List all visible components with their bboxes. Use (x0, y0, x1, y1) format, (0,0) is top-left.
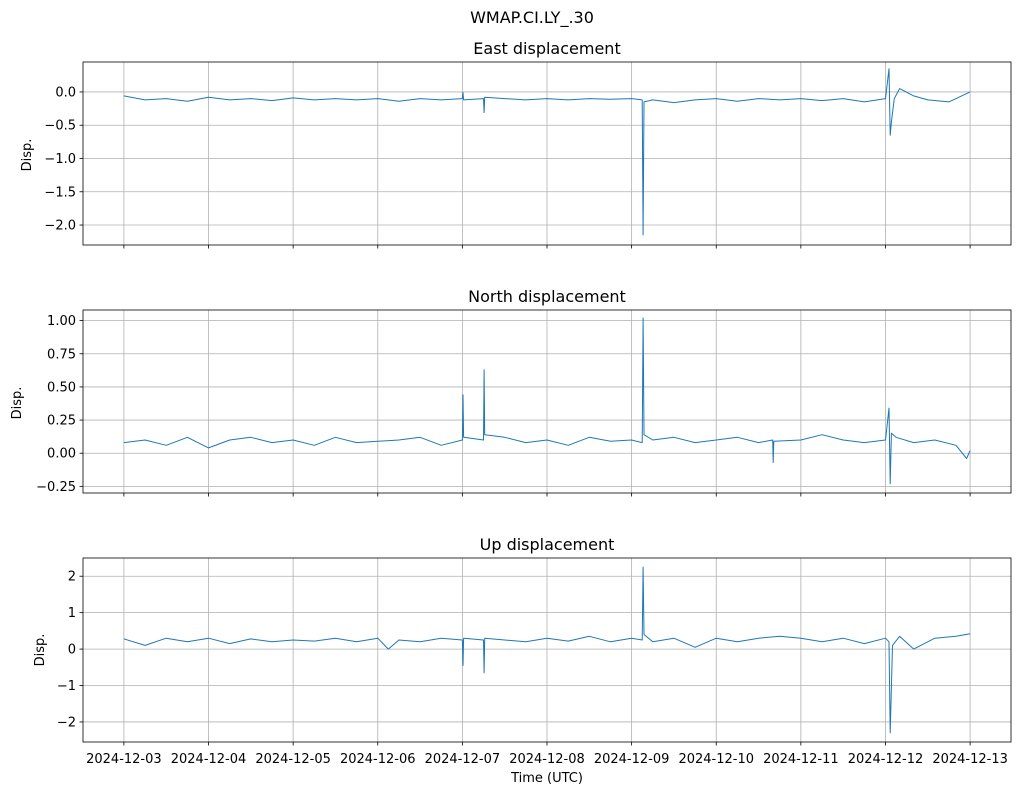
x-tick-label: 2024-12-13 (932, 752, 1008, 767)
y-axis-label: Disp. (20, 139, 35, 172)
series-line (123, 317, 971, 485)
x-tick-label: 2024-12-11 (763, 752, 839, 767)
x-tick-label: 2024-12-12 (848, 752, 924, 767)
y-tick-label: −2 (57, 715, 76, 730)
y-tick-label: 1 (68, 606, 76, 621)
x-tick-label: 2024-12-09 (594, 752, 670, 767)
subplot-up: Up displacement Disp. 2 1 0 −1 −2 2024-12-03 2… (33, 535, 1012, 767)
y-axis-label: Disp. (10, 387, 25, 420)
figure-suptitle: WMAP.CI.LY_.30 (470, 8, 594, 28)
series-line (123, 566, 971, 734)
y-tick-label: −1.5 (44, 185, 76, 200)
subplot-east: East displacement Disp. 0.0 −0.5 −1.0 −1.5 −… (20, 39, 1012, 249)
y-tick-label: −1 (57, 679, 76, 694)
y-tick-label: 1.00 (47, 314, 76, 329)
y-tick-label: −0.25 (36, 480, 76, 495)
x-tick-label: 2024-12-08 (509, 752, 585, 767)
y-tick-label: 2 (68, 570, 76, 585)
y-tick-label: −2.0 (44, 219, 76, 234)
y-tick-label: 0.50 (47, 380, 76, 395)
y-tick-label: 0.25 (47, 414, 76, 429)
x-tick-label: 2024-12-10 (678, 752, 754, 767)
y-tick-label: 0.00 (47, 447, 76, 462)
x-tick-label: 2024-12-05 (255, 752, 331, 767)
x-tick-label: 2024-12-04 (171, 752, 247, 767)
y-axis-label: Disp. (33, 634, 48, 667)
y-tick-label: 0.75 (47, 347, 76, 362)
y-tick-label: 0.0 (55, 85, 76, 100)
subplot-title: Up displacement (480, 535, 615, 554)
subplot-title: East displacement (473, 39, 620, 58)
y-tick-label: −0.5 (44, 119, 76, 134)
x-tick-label: 2024-12-03 (86, 752, 162, 767)
subplot-north: North displacement Disp. −0.25 0.00 0.25 0.… (10, 287, 1012, 497)
series-line (123, 68, 971, 236)
x-tick-label: 2024-12-06 (340, 752, 416, 767)
y-tick-label: 0 (68, 643, 76, 658)
y-tick-label: −1.0 (44, 152, 76, 167)
x-axis-label: Time (UTC) (510, 771, 583, 786)
subplot-title: North displacement (468, 287, 626, 306)
x-tick-label: 2024-12-07 (425, 752, 501, 767)
